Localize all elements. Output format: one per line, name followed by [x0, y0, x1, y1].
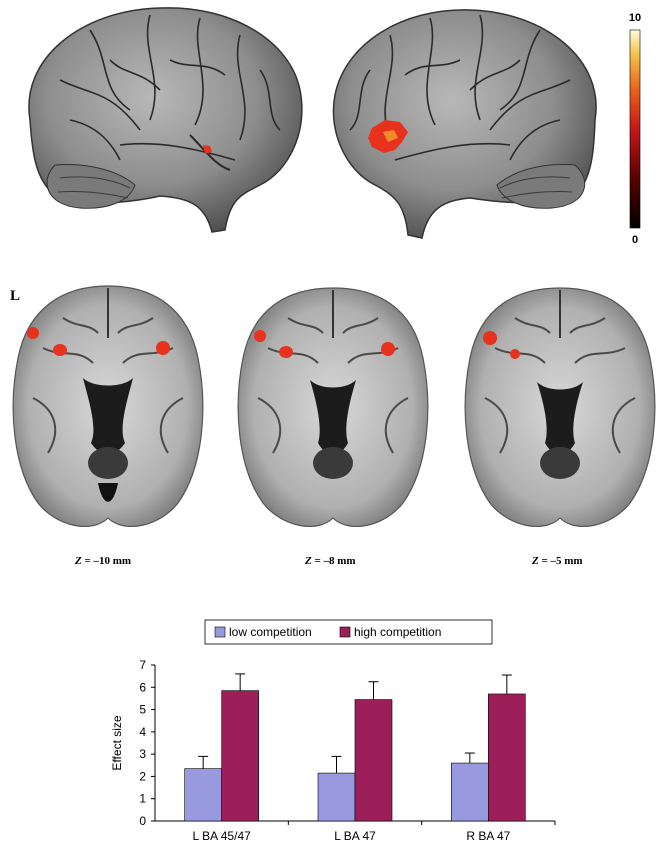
y-tick-label: 5	[139, 703, 146, 717]
activation-blob	[53, 344, 67, 356]
y-tick-label: 6	[139, 680, 146, 694]
axial-slices	[12, 285, 656, 527]
bar	[317, 772, 356, 822]
activation-blob	[156, 341, 170, 355]
colorbar-max-label: 10	[629, 12, 641, 24]
colorbar-gradient	[629, 29, 641, 229]
axial-slice-3	[464, 287, 656, 527]
x-tick-label: L BA 47	[334, 829, 376, 843]
activation-blob	[27, 327, 39, 339]
bar	[354, 699, 393, 822]
y-tick-label: 7	[139, 658, 146, 672]
y-tick-label: 3	[139, 747, 146, 761]
lateral-brain-views: 10 0	[28, 7, 641, 246]
y-tick-label: 2	[139, 769, 146, 783]
legend-swatch	[339, 626, 351, 638]
x-tick-label: L BA 45/47	[193, 829, 252, 843]
activation-blob	[510, 349, 520, 359]
y-tick-label: 1	[139, 792, 146, 806]
legend-swatch	[214, 626, 226, 638]
bar	[488, 693, 526, 822]
legend-label: low competition	[229, 625, 312, 639]
activation-peak	[383, 130, 398, 142]
x-tick-label: R BA 47	[466, 829, 510, 843]
colorbar-min-label: 0	[632, 234, 638, 246]
bar	[451, 762, 489, 822]
activation-blob	[203, 145, 212, 154]
bar	[221, 690, 259, 822]
slice-caption-3: Z = –5 mm	[532, 555, 583, 567]
y-tick-label: 0	[139, 814, 146, 828]
colorbar: 10 0	[629, 12, 641, 246]
activation-blob	[483, 331, 497, 345]
side-label: L	[10, 288, 21, 304]
left-lateral-brain	[28, 7, 303, 233]
activation-blob	[254, 330, 266, 342]
axial-slice-2	[237, 287, 429, 527]
effect-size-bar-chart: low competition high competition 0 1 2 3 4 5 6 7 E…	[110, 619, 556, 843]
activation-blob	[279, 346, 293, 358]
y-axis-label: Effect size	[110, 715, 124, 770]
slice-caption-1: Z = –10 mm	[75, 555, 132, 567]
y-tick-label: 4	[139, 725, 146, 739]
legend-label: high competition	[354, 625, 441, 639]
bar	[184, 768, 222, 822]
slice-caption-2: Z = –8 mm	[305, 555, 356, 567]
right-lateral-brain	[332, 9, 597, 239]
activation-blob	[381, 342, 395, 356]
axial-slice-1	[12, 285, 204, 527]
